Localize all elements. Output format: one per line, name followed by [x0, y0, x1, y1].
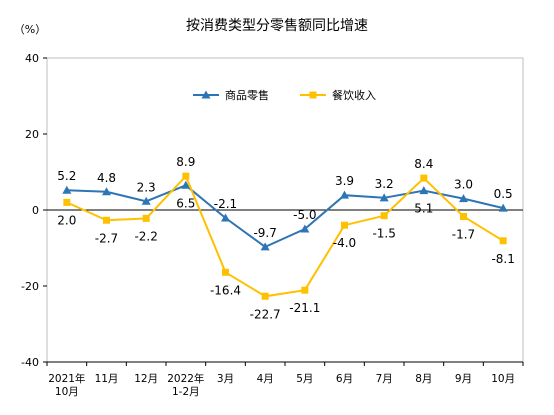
- x-tick-label: 8月: [415, 373, 432, 385]
- series-line-1: [66, 174, 504, 298]
- series-point: [379, 193, 389, 202]
- y-tick-label: -40: [21, 356, 39, 369]
- series-point: [181, 180, 191, 189]
- series-line-0: [66, 184, 504, 249]
- data-label: 3.2: [375, 177, 394, 191]
- x-tick-label: 10月: [491, 373, 515, 385]
- legend: 商品零售 餐饮收入: [193, 88, 376, 102]
- data-label: -16.4: [210, 283, 241, 297]
- data-label: 3.0: [454, 178, 473, 192]
- legend-label: 餐饮收入: [332, 88, 376, 102]
- chart-title: 按消费类型分零售额同比增速: [186, 18, 368, 34]
- series-point: [499, 237, 507, 245]
- data-label: -22.7: [250, 307, 281, 321]
- data-labels: 5.2 2.0 4.8 -2.7 2.3 -2.2 6.5 8.9 -2.1 -16.4 -9.7 -…: [57, 155, 515, 321]
- series-point: [141, 196, 151, 205]
- data-label: 2.0: [57, 213, 76, 227]
- series-group: [62, 172, 508, 300]
- series-point: [63, 198, 71, 206]
- x-tick-label: 12月: [134, 373, 158, 385]
- series-point: [261, 292, 269, 300]
- y-tick-label: -20: [21, 280, 39, 293]
- data-label: -8.1: [491, 252, 514, 266]
- series-point: [420, 174, 428, 182]
- data-label: 8.4: [414, 157, 433, 171]
- data-label: -2.1: [214, 197, 237, 211]
- data-label: -9.7: [253, 226, 276, 240]
- x-tick-label: 7月: [376, 373, 393, 385]
- data-label: 6.5: [176, 196, 195, 210]
- x-tick-label: 3月: [217, 373, 234, 385]
- series-point: [419, 186, 429, 195]
- series-point: [340, 190, 349, 199]
- y-tick-label: 0: [32, 204, 39, 217]
- data-label: 3.9: [335, 174, 354, 188]
- y-unit-label: （%）: [14, 23, 46, 36]
- series-point: [459, 194, 468, 203]
- data-label: -2.7: [95, 231, 118, 245]
- data-label: 0.5: [494, 187, 513, 201]
- series-point: [102, 187, 111, 196]
- data-label: 5.1: [414, 202, 433, 216]
- series-point: [142, 214, 150, 222]
- series-point: [300, 224, 310, 233]
- series-point: [103, 216, 110, 224]
- series-point: [301, 286, 309, 294]
- y-axis: 40 20 0 -20 -40: [21, 52, 47, 369]
- data-label: -1.7: [452, 227, 475, 241]
- y-tick-label: 40: [25, 52, 39, 65]
- series-point: [260, 242, 270, 251]
- x-tick-label: 10月: [55, 386, 79, 398]
- series-point: [498, 203, 508, 212]
- x-tick-label: 9月: [455, 373, 472, 385]
- data-label: -1.5: [372, 227, 395, 241]
- x-tick-label: 2022年: [167, 372, 204, 385]
- legend-marker: [201, 90, 211, 99]
- series-point: [62, 185, 72, 194]
- y-tick-label: 20: [25, 128, 39, 141]
- x-tick-label: 4月: [257, 373, 274, 385]
- series-point: [182, 172, 190, 180]
- data-label: 5.2: [57, 169, 76, 183]
- legend-marker: [309, 91, 317, 99]
- series-point: [341, 221, 348, 229]
- data-label: -2.2: [134, 229, 157, 243]
- data-label: 4.8: [97, 171, 116, 185]
- x-tick-label: 1-2月: [172, 386, 200, 398]
- series-point: [221, 213, 230, 222]
- series-point: [222, 268, 229, 276]
- series-point: [460, 212, 467, 220]
- x-tick-label: 6月: [336, 373, 353, 385]
- data-label: -21.1: [289, 301, 320, 315]
- x-tick-label: 2021年: [48, 372, 85, 385]
- x-tick-label: 5月: [296, 373, 313, 385]
- data-label: 2.3: [137, 180, 156, 194]
- data-label: -4.0: [333, 236, 356, 250]
- data-label: -5.0: [293, 208, 316, 222]
- data-label: 8.9: [176, 155, 195, 169]
- x-tick-label: 11月: [95, 373, 119, 385]
- series-point: [380, 212, 388, 220]
- legend-label: 商品零售: [225, 88, 269, 102]
